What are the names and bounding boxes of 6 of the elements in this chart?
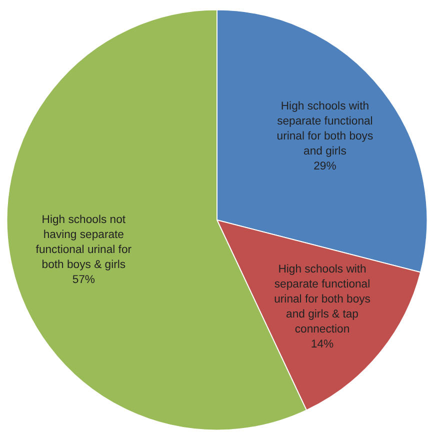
- slice-label: High schools with separate functional urinal for both boys and girls & tap connection: [274, 264, 371, 336]
- data-label: 14%: [310, 338, 334, 351]
- slice-label: High schools not having separate functional urinal for both boys & girls: [36, 214, 132, 271]
- slice-label: High schools with separate functional urinal for both boys and girls: [276, 100, 374, 158]
- data-label: 57%: [72, 274, 96, 286]
- data-label: 29%: [314, 160, 336, 172]
